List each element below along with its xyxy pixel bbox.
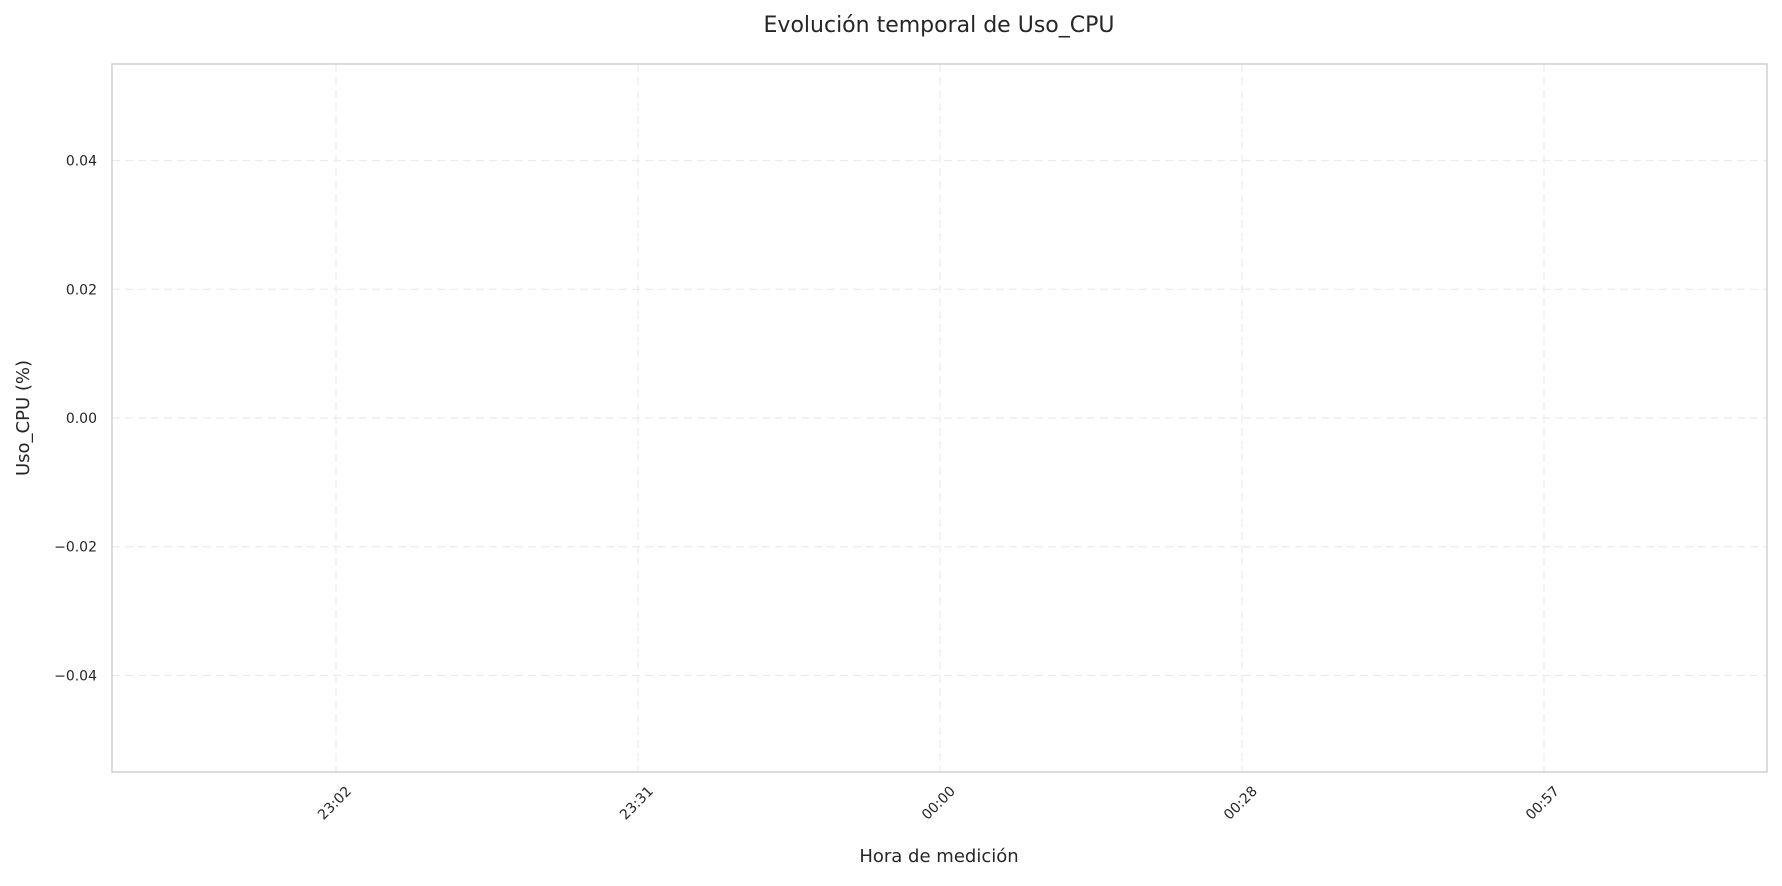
plot-area-frame bbox=[111, 63, 1768, 773]
x-axis-label: Hora de medición bbox=[859, 846, 1018, 867]
y-tick-label: 0.04 bbox=[66, 154, 97, 170]
y-tick-label: −0.04 bbox=[54, 668, 97, 684]
y-axis-ticks: 0.04 0.02 0.00 −0.02 −0.04 bbox=[54, 154, 97, 685]
y-axis-label: Uso_CPU (%) bbox=[13, 360, 34, 476]
grid-lines bbox=[112, 64, 1767, 772]
y-tick-label: −0.02 bbox=[54, 540, 97, 556]
y-tick-label: 0.02 bbox=[66, 282, 97, 298]
chart-title: Evolución temporal de Uso_CPU bbox=[764, 13, 1115, 38]
y-tick-label: 0.00 bbox=[66, 411, 97, 427]
